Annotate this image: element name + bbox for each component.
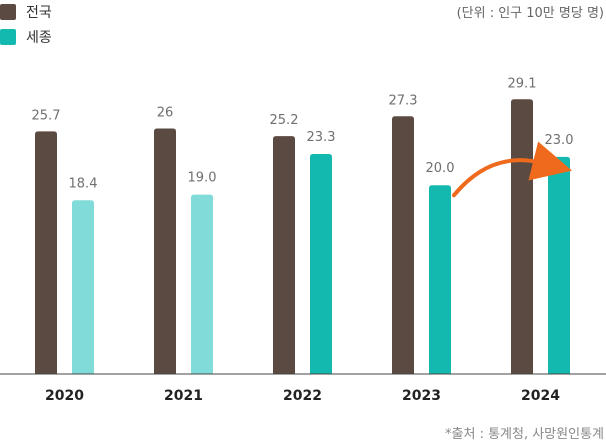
year-label-2024: 2024 xyxy=(521,388,560,404)
year-label-2020: 2020 xyxy=(45,388,84,404)
bar-national-2023 xyxy=(392,116,414,375)
year-label-2021: 2021 xyxy=(164,388,203,404)
legend-label-sejong: 세종 xyxy=(26,30,52,46)
label-sejong-2021: 19.0 xyxy=(188,171,217,186)
bar-national-2022 xyxy=(273,136,295,374)
bar-sejong-2022 xyxy=(310,154,332,374)
arrow-annotation xyxy=(452,141,573,198)
legend-item-sejong: 세종 xyxy=(0,27,52,47)
year-label-2023: 2023 xyxy=(402,388,441,404)
label-national-2021: 26 xyxy=(157,106,174,121)
label-sejong-2022: 23.3 xyxy=(307,130,336,145)
bar-national-2021 xyxy=(154,128,176,374)
label-sejong-2024: 23.0 xyxy=(545,133,574,148)
label-national-2020: 25.7 xyxy=(32,108,61,123)
bar-sejong-2020 xyxy=(72,200,94,374)
bar-sejong-2023 xyxy=(429,185,451,374)
bar-sejong-2021 xyxy=(191,194,213,374)
label-national-2022: 25.2 xyxy=(270,113,299,128)
bar-national-2024 xyxy=(511,99,533,375)
legend-swatch-national xyxy=(0,4,16,20)
source-label: *출처 : 통계청, 사망원인통계 xyxy=(445,427,604,441)
legend-item-national: 전국 xyxy=(0,2,52,22)
legend-swatch-sejong xyxy=(0,29,16,45)
bar-national-2020 xyxy=(35,131,57,374)
year-label-2022: 2022 xyxy=(283,388,322,404)
bar-sejong-2024 xyxy=(548,156,570,374)
unit-label: (단위 : 인구 10만 명당 명) xyxy=(456,6,604,21)
label-national-2024: 29.1 xyxy=(508,76,537,91)
label-national-2023: 27.3 xyxy=(389,93,418,108)
label-sejong-2020: 18.4 xyxy=(69,176,98,191)
legend-label-national: 전국 xyxy=(26,5,52,21)
label-sejong-2023: 20.0 xyxy=(426,161,455,176)
